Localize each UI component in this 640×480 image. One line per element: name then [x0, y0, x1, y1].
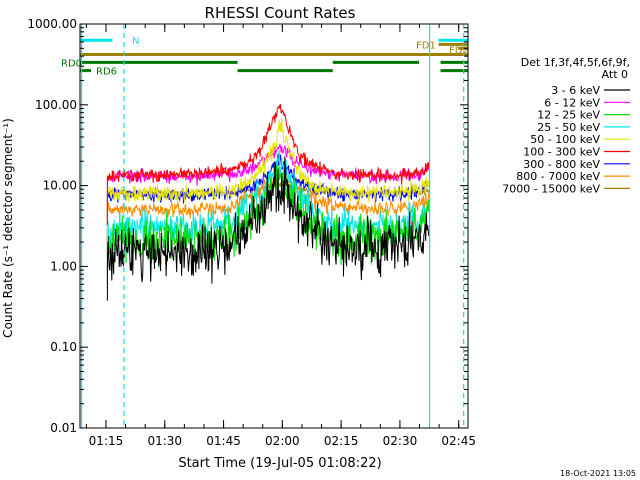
legend-entry-label: 3 - 6 keV: [551, 84, 600, 97]
axes: 0.01 0.10 1.00 10.00 100.00 1000.00 01:15 01:30…: [27, 17, 476, 448]
chart-title: RHESSI Count Rates: [205, 4, 356, 22]
flag-bars: N FD1 FD2 RD0 RD6: [61, 36, 469, 77]
legend-header: Att 0: [602, 68, 628, 81]
x-tick-label: 02:30: [383, 434, 418, 448]
y-tick-label: 0.10: [50, 340, 77, 354]
x-tick-label: 02:45: [441, 434, 476, 448]
vertical-markers: [80, 24, 465, 428]
plot-frame: [79, 23, 469, 429]
data-traces: [106, 104, 430, 301]
flag-label: RD6: [96, 67, 117, 78]
series-line-0: [106, 156, 430, 301]
legend-entry-label: 25 - 50 keV: [537, 121, 600, 134]
footer-timestamp: 18-Oct-2021 13:05: [560, 469, 636, 478]
legend-entry-label: 6 - 12 keV: [544, 96, 600, 109]
series-line-5: [106, 104, 430, 225]
x-tick-label: 02:15: [324, 434, 359, 448]
legend-entry-label: 7000 - 15000 keV: [502, 182, 600, 195]
legend-entry-label: 12 - 25 keV: [537, 109, 600, 122]
flag-label: N: [132, 36, 139, 47]
legend-entry-label: 50 - 100 keV: [530, 133, 600, 146]
x-axis-label: Start Time (19-Jul-05 01:08:22): [178, 456, 381, 471]
y-tick-label: 100.00: [35, 98, 77, 112]
legend-entry-label: 100 - 300 keV: [523, 146, 600, 159]
flag-label: FD1: [416, 40, 436, 51]
x-tick-label: 02:00: [265, 434, 300, 448]
legend-entry-label: 300 - 800 keV: [523, 158, 600, 171]
legend-entry-label: 800 - 7000 keV: [516, 170, 600, 183]
y-tick-label: 1.00: [50, 259, 77, 273]
x-tick-label: 01:45: [206, 434, 241, 448]
x-tick-label: 01:15: [89, 434, 124, 448]
flag-label: FD2: [449, 45, 469, 56]
legend-header: Det 1f,3f,4f,5f,6f,9f,: [521, 56, 630, 69]
y-tick-label: 10.00: [43, 179, 77, 193]
flag-label: RD0: [61, 58, 82, 69]
x-tick-label: 01:30: [147, 434, 182, 448]
y-axis-label: Count Rate (s⁻¹ detector segment⁻¹): [1, 118, 15, 338]
y-tick-label: 0.01: [50, 421, 77, 435]
series-line-4: [106, 117, 430, 243]
y-tick-label: 1000.00: [27, 17, 77, 31]
